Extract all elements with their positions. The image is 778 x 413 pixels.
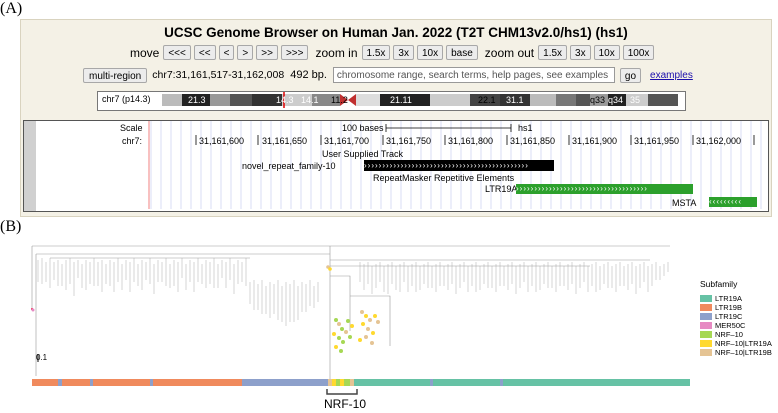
move-left-button[interactable]: <: [218, 45, 235, 60]
coordinate-label: 31,161,850: [510, 136, 556, 146]
user-feature-bar[interactable]: ››››››››››››››››››››››››››››››››››››››››…: [364, 160, 554, 171]
legend-swatch: [700, 339, 712, 347]
zoom-out-1-5x-button[interactable]: 1.5x: [538, 45, 568, 60]
legend-label: NRF–10|LTR19A: [715, 338, 772, 348]
move-far-left-button[interactable]: <<<: [163, 45, 191, 60]
band-label: 14.3: [276, 95, 294, 105]
position-display[interactable]: chr7:31,161,517-31,162,008: [152, 69, 285, 81]
legend-label: LTR19A: [715, 293, 742, 303]
legend-title: Subfamily: [700, 279, 738, 289]
ideogram-label: chr7 (p14.3): [102, 94, 151, 104]
multi-region-button[interactable]: multi-region: [83, 67, 148, 83]
legend-label: NRF–10: [715, 329, 743, 339]
legend-item: LTR19A: [700, 293, 742, 303]
browser-title: UCSC Genome Browser on Human Jan. 2022 (…: [164, 25, 628, 40]
legend-item: LTR19C: [700, 311, 743, 321]
legend-item: LTR19B: [700, 302, 742, 312]
search-input[interactable]: chromosome range, search terms, help pag…: [332, 67, 615, 83]
coordinate-label: 31,161,700: [324, 136, 370, 146]
legend-swatch: [700, 294, 712, 302]
legend-item: NRF–10: [700, 329, 743, 339]
band-label: 11.2: [331, 95, 348, 105]
legend-label: MER50C: [715, 320, 746, 330]
legend-label: LTR19C: [715, 311, 743, 321]
tree-scale-label: 0.1: [36, 353, 48, 362]
legend-swatch: [700, 321, 712, 329]
band-label: 21.11: [390, 95, 412, 105]
assembly-label: hs1: [518, 123, 533, 133]
coordinate-label: 31,161,750: [386, 136, 432, 146]
zoom-in-label: zoom in: [315, 45, 358, 60]
user-feature-label: novel_repeat_family-10: [242, 161, 336, 171]
ideogram-bands: [162, 92, 678, 108]
zoom-out-10x-button[interactable]: 10x: [593, 45, 620, 60]
band-label: 35: [630, 95, 641, 105]
move-left-more-button[interactable]: <<: [193, 45, 216, 60]
zoom-in-1-5x-button[interactable]: 1.5x: [361, 45, 391, 60]
track-display[interactable]: Scale 100 bases hs1 chr7: 31,161,600 31,…: [23, 120, 769, 212]
band-label: 31.1: [506, 95, 524, 105]
rm-feature-msta-label: MSTA: [672, 198, 697, 208]
move-far-right-button[interactable]: >>>: [280, 45, 309, 60]
move-label: move: [130, 45, 160, 60]
genome-browser-panel: UCSC Genome Browser on Human Jan. 2022 (…: [20, 19, 772, 217]
rm-feature-msta-bar[interactable]: ‹‹‹‹‹‹‹‹‹: [709, 197, 757, 207]
scale-label: Scale: [120, 123, 143, 133]
legend-item: NRF–10|LTR19B: [700, 347, 772, 357]
coordinate-label: 31,161,950: [634, 136, 680, 146]
band-label: q34: [608, 95, 624, 105]
band-label: 22.1: [478, 95, 496, 105]
coordinate-label: 31,162,000: [696, 136, 742, 146]
legend-label: NRF–10|LTR19B: [715, 347, 772, 357]
phylogenetic-tree: [31, 245, 690, 395]
go-button[interactable]: go: [619, 67, 642, 83]
zoom-in-base-button[interactable]: base: [446, 45, 478, 60]
band-label: 14.1: [301, 95, 319, 105]
panel-b-label: (B): [0, 218, 22, 235]
band-label: 21.3: [188, 95, 206, 105]
zoom-out-label: zoom out: [484, 45, 535, 60]
legend-item: NRF–10|LTR19A: [700, 338, 772, 348]
legend-swatch: [700, 330, 712, 338]
legend-swatch: [700, 348, 712, 356]
zoom-out-3x-button[interactable]: 3x: [570, 45, 591, 60]
panel-a-label: (A): [0, 0, 23, 17]
coordinate-label: 31,161,600: [199, 136, 245, 146]
zoom-out-100x-button[interactable]: 100x: [622, 45, 655, 60]
region-size: 492 bp.: [290, 69, 327, 81]
rm-feature-ltr19a-bar[interactable]: ››››››››››››››››››››››››››››››››››››: [516, 184, 693, 194]
zoom-in-10x-button[interactable]: 10x: [416, 45, 444, 60]
legend-item: MER50C: [700, 320, 746, 330]
scale-bar-label: 100 bases: [342, 123, 384, 133]
repeatmasker-track-title: RepeatMasker Repetitive Elements: [373, 173, 515, 183]
track-side-bar[interactable]: [24, 121, 36, 211]
coordinate-label: 31,161,650: [262, 136, 308, 146]
coordinate-label: 31,161,900: [572, 136, 618, 146]
coordinate-label: 31,161,800: [448, 136, 494, 146]
nrf10-highlight-label: NRF-10: [324, 397, 367, 411]
legend-label: LTR19B: [715, 302, 742, 312]
chrom-label: chr7:: [122, 136, 143, 146]
move-right-more-button[interactable]: >>: [256, 45, 278, 60]
user-track-title: User Supplied Track: [322, 149, 404, 159]
legend-swatch: [700, 303, 712, 311]
rm-feature-ltr19a-label: LTR19A: [485, 184, 518, 194]
nrf10-cluster: [326, 265, 380, 353]
chromosome-ideogram[interactable]: chr7 (p14.3) 21.3 14.3 1: [97, 91, 686, 111]
legend-swatch: [700, 312, 712, 320]
move-right-button[interactable]: >: [237, 45, 254, 60]
band-label: q33: [590, 95, 606, 105]
examples-link[interactable]: examples: [650, 69, 693, 81]
zoom-in-3x-button[interactable]: 3x: [393, 45, 414, 60]
